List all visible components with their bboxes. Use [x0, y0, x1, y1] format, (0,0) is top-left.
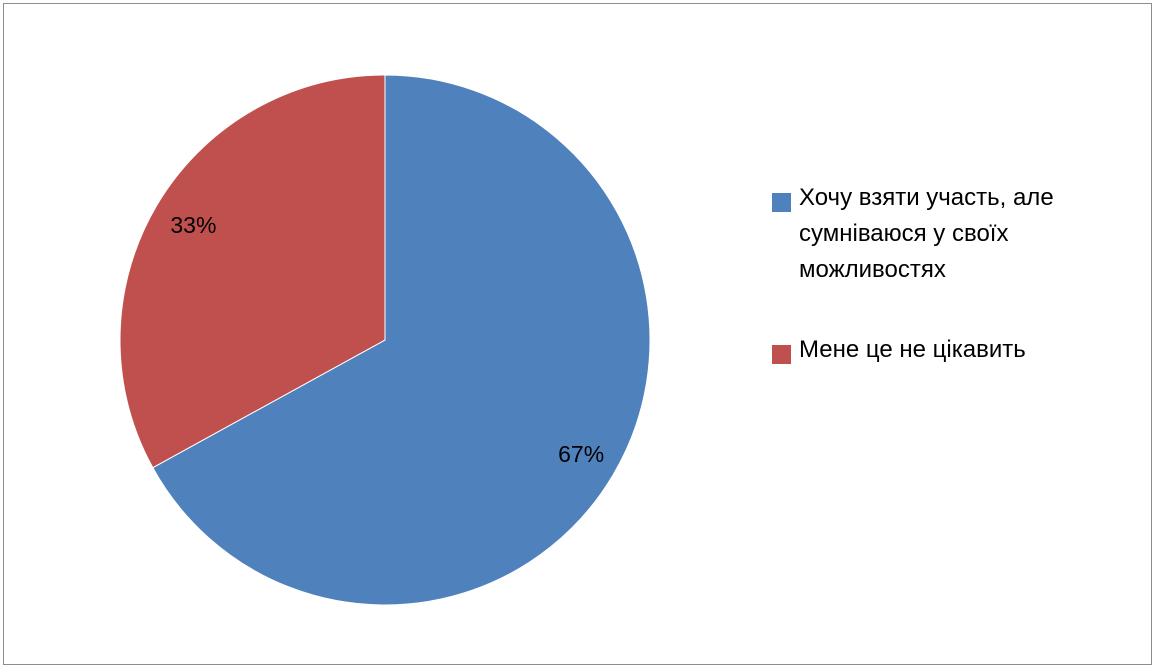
- legend-entry-2: Мене це не цікавить: [768, 332, 1128, 368]
- data-label-1: 67%: [558, 441, 604, 467]
- legend-entry-1: Хочу взяти участь, але сумніваюся у свої…: [768, 180, 1128, 288]
- legend: Хочу взяти участь, але сумніваюся у свої…: [768, 180, 1128, 368]
- pie-slice-1: [152, 74, 651, 606]
- legend-label-2: Мене це не цікавить: [799, 336, 1026, 363]
- legend-swatch-2: [772, 345, 791, 364]
- pie-data-labels: 67% 33%: [170, 212, 604, 467]
- pie-slices: [119, 74, 651, 606]
- pie-slice-2: [119, 74, 386, 469]
- legend-swatch-1: [772, 193, 791, 212]
- legend-label-1: Хочу взяти участь, але сумніваюся у свої…: [799, 184, 1054, 283]
- data-label-2: 33%: [170, 212, 216, 238]
